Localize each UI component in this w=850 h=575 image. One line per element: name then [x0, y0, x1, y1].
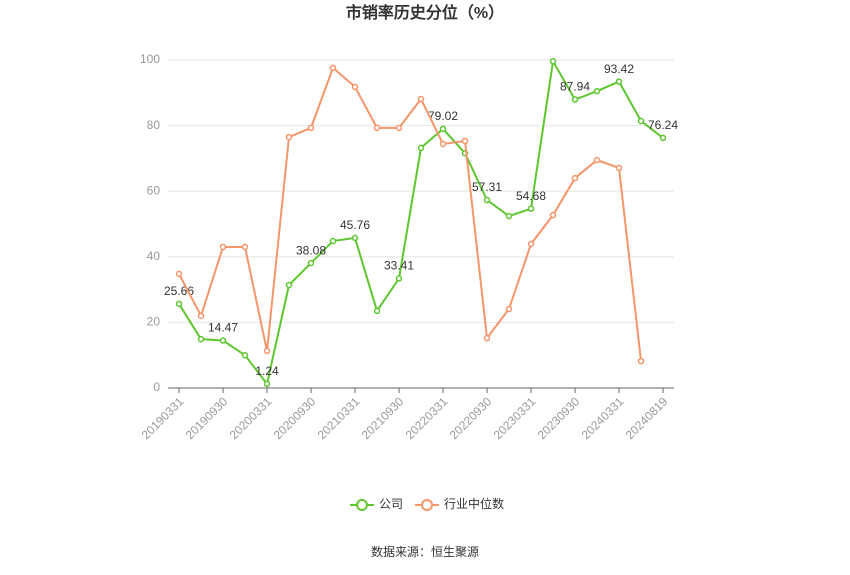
y-tick-label: 80 — [147, 118, 161, 132]
x-tick-label: 20210331 — [315, 394, 363, 442]
x-tick-label: 20190930 — [183, 394, 231, 442]
legend-label: 公司 — [379, 497, 403, 511]
legend-label: 行业中位数 — [444, 496, 504, 511]
x-tick-label: 20220331 — [403, 394, 451, 442]
point — [505, 305, 513, 313]
value-label: 14.47 — [208, 321, 238, 335]
x-tick-label: 20230331 — [491, 394, 539, 442]
point — [395, 275, 403, 282]
point — [527, 240, 535, 248]
point — [439, 125, 447, 133]
point — [263, 347, 271, 355]
point — [417, 144, 425, 152]
point — [307, 124, 315, 132]
y-tick-label: 0 — [153, 380, 160, 394]
point — [439, 140, 447, 148]
y-tick-label: 20 — [147, 315, 161, 329]
series-line — [178, 58, 664, 387]
value-label: 76.24 — [648, 118, 678, 132]
point — [615, 78, 623, 85]
value-label: 54.68 — [516, 189, 546, 203]
y-tick-label: 100 — [140, 52, 160, 66]
point — [373, 124, 381, 132]
point — [175, 300, 183, 308]
value-label: 87.94 — [560, 80, 590, 94]
value-label: 57.31 — [472, 180, 502, 194]
x-tick-label: 20200930 — [271, 394, 319, 442]
x-tick-label: 20240819 — [623, 394, 671, 442]
point — [549, 58, 557, 65]
point — [483, 196, 491, 204]
value-label: 33.41 — [384, 259, 414, 273]
x-tick-label: 20220930 — [447, 394, 495, 442]
point — [615, 164, 623, 172]
x-tick-label: 20230930 — [535, 394, 583, 442]
x-tick-label: 20200331 — [227, 394, 275, 442]
point — [219, 337, 227, 344]
value-label: 1.24 — [255, 364, 279, 378]
point — [197, 312, 205, 320]
point — [373, 307, 381, 315]
point — [571, 174, 579, 182]
series-line — [178, 66, 642, 362]
y-tick-label: 40 — [147, 249, 161, 263]
x-tick-label: 20240331 — [579, 394, 627, 442]
value-label: 79.02 — [428, 109, 458, 123]
point — [307, 259, 315, 267]
y-tick-label: 60 — [147, 183, 161, 197]
value-label: 45.76 — [340, 218, 370, 232]
legend-marker — [421, 499, 433, 511]
point — [351, 83, 359, 91]
point — [329, 237, 337, 245]
point — [197, 335, 205, 343]
point — [549, 211, 557, 219]
point — [637, 117, 645, 125]
point — [351, 234, 359, 242]
point — [263, 380, 271, 388]
source: 数据来源：恒生聚源 — [371, 544, 479, 559]
point — [527, 205, 535, 212]
x-tick-label: 20190331 — [139, 394, 187, 442]
point — [219, 243, 227, 251]
point — [637, 357, 645, 365]
point — [241, 243, 249, 251]
legend-marker — [356, 499, 368, 511]
point — [505, 212, 513, 220]
point — [285, 281, 293, 289]
point — [483, 334, 491, 342]
point — [241, 351, 249, 359]
x-tick-label: 20210930 — [359, 394, 407, 442]
point — [417, 95, 425, 103]
point — [285, 133, 293, 141]
point — [329, 64, 337, 72]
point — [395, 124, 403, 132]
point — [175, 270, 183, 278]
point — [593, 156, 601, 164]
value-label: 93.42 — [604, 62, 634, 76]
point — [461, 137, 469, 145]
point — [571, 96, 579, 103]
point — [659, 134, 667, 142]
chart-title: 市销率历史分位（%） — [346, 3, 504, 22]
value-label: 38.08 — [296, 243, 326, 257]
point — [593, 87, 601, 95]
